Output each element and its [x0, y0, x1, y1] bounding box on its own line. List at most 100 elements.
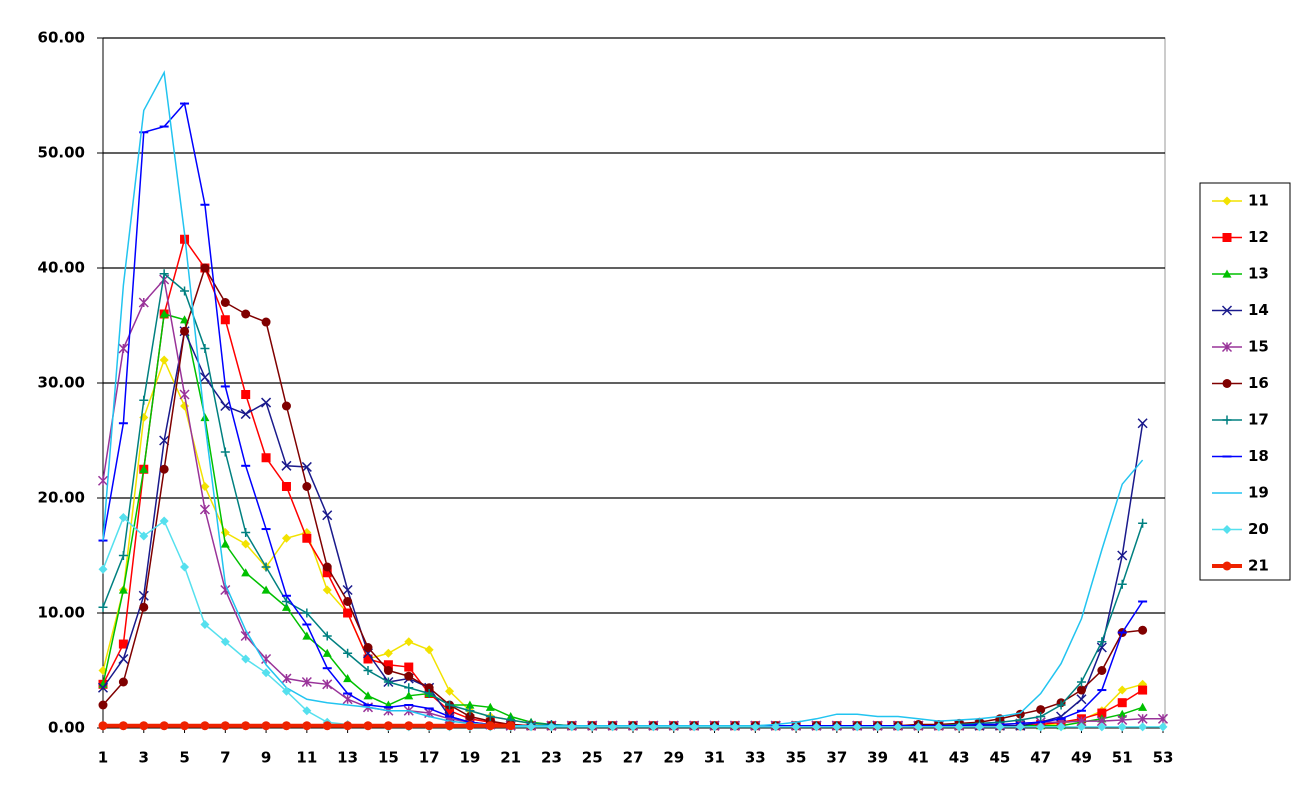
data-point	[220, 584, 231, 596]
data-point	[465, 706, 475, 716]
data-point	[139, 464, 149, 473]
legend-label: 20	[1248, 520, 1269, 538]
legend-label: 15	[1248, 338, 1269, 356]
data-point	[1138, 685, 1148, 695]
x-tick-label: 39	[867, 749, 888, 767]
legend-label: 16	[1248, 374, 1269, 392]
data-point	[343, 648, 353, 658]
data-point	[301, 461, 312, 472]
data-point	[302, 608, 312, 618]
x-tick-label: 9	[261, 749, 271, 767]
legend-label: 13	[1248, 265, 1269, 283]
data-point	[220, 721, 230, 731]
data-point	[404, 671, 414, 681]
legend-box	[1199, 182, 1291, 581]
data-point	[220, 539, 230, 548]
data-point	[1097, 637, 1107, 647]
data-point	[138, 590, 149, 601]
data-point	[281, 721, 291, 731]
legend-label: 11	[1248, 192, 1269, 210]
series-line	[102, 516, 1163, 728]
data-point	[241, 721, 251, 731]
data-point	[771, 722, 781, 732]
data-point	[241, 568, 251, 577]
data-point	[343, 608, 353, 618]
y-tick-label: 60.00	[38, 29, 85, 47]
series-line	[102, 266, 1143, 727]
data-point	[404, 637, 414, 647]
legend-marker	[1222, 379, 1232, 388]
series-line	[102, 313, 1143, 727]
data-point	[1076, 722, 1086, 732]
series-line	[102, 328, 1144, 727]
data-point	[302, 706, 312, 716]
x-tick-label: 37	[826, 749, 847, 767]
data-point	[179, 389, 190, 400]
series-line	[102, 357, 1143, 727]
data-point	[98, 721, 108, 731]
data-point	[1076, 677, 1086, 687]
data-point	[322, 648, 332, 657]
data-point	[445, 706, 455, 716]
data-point	[546, 722, 556, 732]
data-point	[363, 643, 373, 652]
data-point	[159, 355, 169, 365]
data-point	[322, 679, 333, 690]
data-point	[302, 631, 312, 640]
data-point	[97, 682, 109, 693]
data-point	[1137, 713, 1148, 724]
data-point	[139, 531, 149, 541]
x-tick-label: 13	[337, 749, 358, 767]
data-point	[995, 722, 1005, 732]
data-point	[506, 721, 516, 731]
data-point	[261, 585, 271, 594]
series-line	[102, 101, 1144, 727]
series-line	[102, 70, 1144, 727]
data-point	[97, 475, 109, 486]
legend-label: 12	[1248, 228, 1269, 246]
data-point	[261, 453, 271, 463]
data-point	[567, 722, 577, 732]
data-point	[159, 309, 169, 318]
data-point	[1056, 722, 1066, 732]
legend-label: 19	[1248, 484, 1269, 502]
data-point	[526, 722, 536, 732]
data-point	[281, 482, 291, 491]
data-point	[383, 721, 393, 731]
y-tick-label: 0.00	[48, 719, 85, 737]
x-tick-label: 47	[1030, 749, 1051, 767]
legend-label: 17	[1248, 411, 1269, 429]
data-point	[98, 564, 108, 574]
data-point	[1036, 722, 1046, 732]
data-point	[873, 722, 883, 732]
data-point	[200, 263, 210, 273]
data-point	[139, 395, 149, 405]
data-point	[954, 722, 964, 732]
y-tick-label: 40.00	[38, 259, 85, 277]
data-point	[261, 397, 272, 408]
data-point	[180, 286, 190, 296]
data-point	[118, 585, 128, 594]
data-point	[220, 298, 230, 307]
data-point	[1157, 713, 1169, 724]
data-point	[791, 722, 801, 732]
x-tick-label: 15	[378, 749, 399, 767]
x-tick-label: 43	[949, 749, 970, 767]
data-point	[1015, 709, 1025, 719]
legend-marker	[1222, 525, 1232, 534]
data-point	[302, 482, 312, 491]
data-point	[404, 662, 414, 672]
data-point	[832, 722, 842, 732]
data-point	[852, 722, 862, 732]
data-point	[710, 722, 720, 732]
data-point	[281, 460, 292, 471]
data-point	[180, 562, 190, 572]
data-point	[322, 568, 332, 578]
legend-marker	[1222, 269, 1232, 278]
x-tick-label: 45	[989, 749, 1010, 767]
data-point	[118, 639, 128, 649]
x-tick-label: 49	[1071, 749, 1092, 767]
data-point	[1036, 712, 1046, 721]
data-point	[424, 683, 434, 693]
data-point	[180, 326, 190, 336]
